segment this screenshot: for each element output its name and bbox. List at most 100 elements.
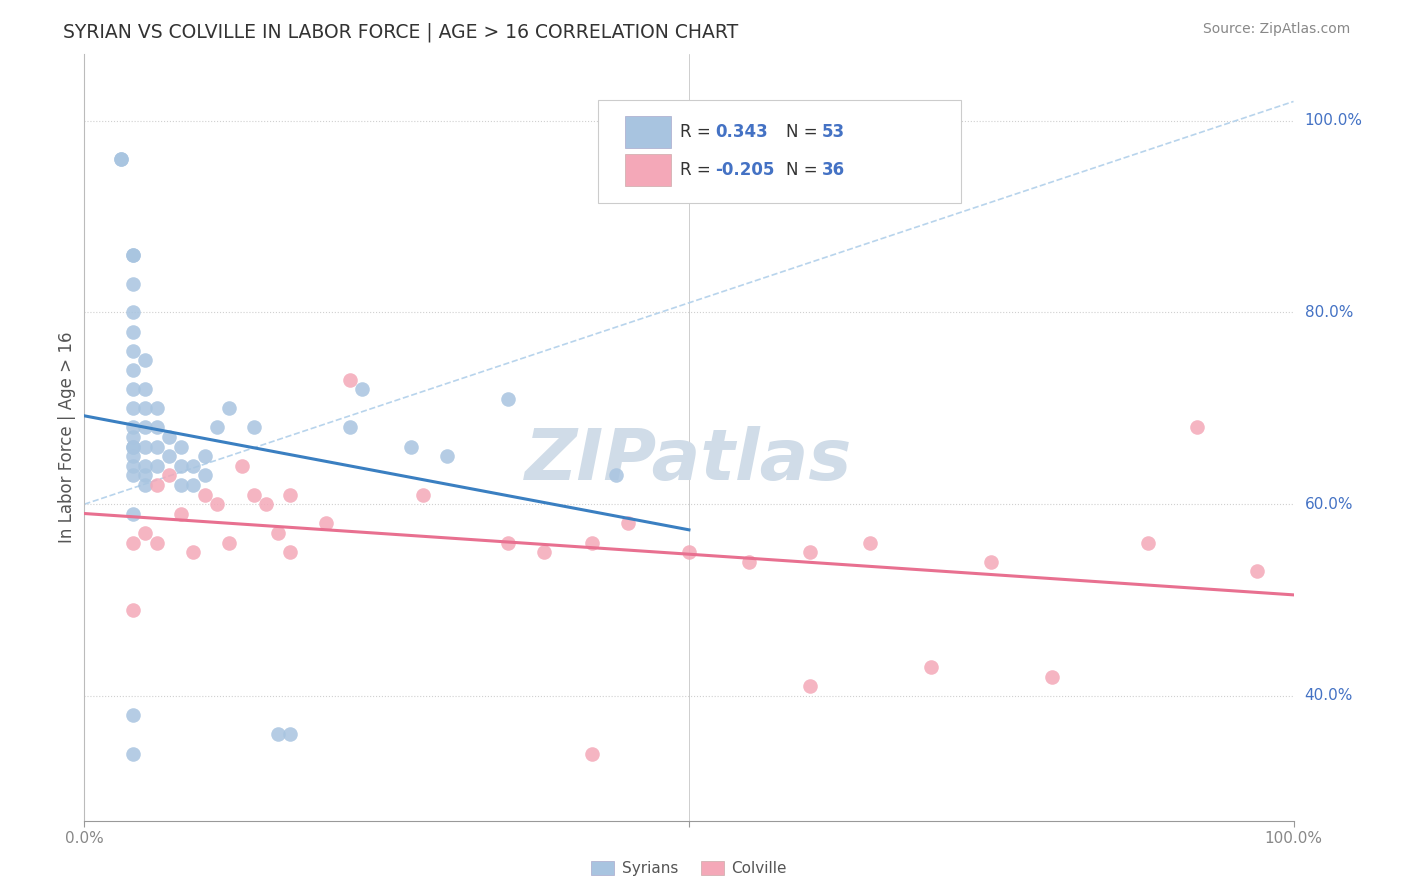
Y-axis label: In Labor Force | Age > 16: In Labor Force | Age > 16	[58, 331, 76, 543]
Point	[121, 450, 143, 464]
Point	[170, 478, 193, 492]
Point	[146, 478, 169, 492]
Point	[121, 363, 143, 377]
Point	[146, 440, 169, 454]
Point	[278, 488, 301, 502]
Point	[121, 420, 143, 434]
Point	[799, 545, 821, 559]
Point	[157, 430, 180, 444]
Point	[399, 440, 422, 454]
Point	[605, 468, 627, 483]
Point	[121, 343, 143, 358]
Point	[920, 660, 942, 674]
Text: 80.0%: 80.0%	[1305, 305, 1353, 320]
Point	[581, 535, 603, 549]
Point	[231, 458, 253, 473]
Point	[859, 535, 882, 549]
Point	[134, 478, 156, 492]
Point	[110, 152, 132, 166]
Point	[121, 507, 143, 521]
Point	[194, 488, 217, 502]
Point	[121, 603, 143, 617]
Point	[207, 497, 229, 511]
Point	[146, 535, 169, 549]
Point	[1246, 565, 1268, 579]
Point	[121, 468, 143, 483]
Point	[134, 526, 156, 541]
Point	[218, 535, 240, 549]
FancyBboxPatch shape	[599, 100, 962, 203]
Point	[496, 535, 519, 549]
Text: N =: N =	[786, 123, 823, 141]
Point	[134, 458, 156, 473]
Point	[146, 458, 169, 473]
Point	[157, 450, 180, 464]
Point	[121, 440, 143, 454]
Text: 100.0%: 100.0%	[1305, 113, 1362, 128]
Text: 0.343: 0.343	[716, 123, 768, 141]
Point	[242, 488, 264, 502]
Text: N =: N =	[786, 161, 823, 179]
Text: R =: R =	[681, 161, 717, 179]
Point	[134, 401, 156, 416]
Text: 36: 36	[823, 161, 845, 179]
Point	[170, 458, 193, 473]
Point	[194, 468, 217, 483]
Point	[1137, 535, 1160, 549]
Point	[121, 248, 143, 262]
Point	[134, 468, 156, 483]
Point	[267, 727, 290, 741]
Point	[121, 305, 143, 319]
Text: 60.0%: 60.0%	[1305, 497, 1353, 512]
Point	[134, 440, 156, 454]
Point	[170, 507, 193, 521]
Point	[496, 392, 519, 406]
Point	[738, 555, 761, 569]
Point	[181, 478, 204, 492]
Point	[157, 468, 180, 483]
Text: 53: 53	[823, 123, 845, 141]
Text: ZIPatlas: ZIPatlas	[526, 425, 852, 494]
Point	[980, 555, 1002, 569]
Point	[181, 458, 204, 473]
Point	[121, 277, 143, 291]
Text: SYRIAN VS COLVILLE IN LABOR FORCE | AGE > 16 CORRELATION CHART: SYRIAN VS COLVILLE IN LABOR FORCE | AGE …	[63, 22, 738, 42]
Point	[121, 440, 143, 454]
Point	[121, 747, 143, 761]
Point	[121, 401, 143, 416]
Point	[146, 420, 169, 434]
Point	[110, 152, 132, 166]
Point	[146, 401, 169, 416]
Point	[254, 497, 277, 511]
Point	[267, 526, 290, 541]
Point	[134, 382, 156, 396]
Point	[121, 248, 143, 262]
Bar	[624, 154, 671, 186]
Point	[181, 545, 204, 559]
Point	[436, 450, 458, 464]
Point	[1040, 670, 1063, 684]
Point	[121, 535, 143, 549]
Point	[218, 401, 240, 416]
Point	[678, 545, 700, 559]
Point	[339, 373, 361, 387]
Point	[242, 420, 264, 434]
Point	[352, 382, 374, 396]
Point	[194, 450, 217, 464]
Point	[207, 420, 229, 434]
Point	[278, 727, 301, 741]
Point	[134, 353, 156, 368]
Point	[134, 420, 156, 434]
Text: R =: R =	[681, 123, 717, 141]
Point	[121, 708, 143, 723]
Point	[121, 458, 143, 473]
Point	[278, 545, 301, 559]
Point	[121, 382, 143, 396]
Point	[581, 747, 603, 761]
Point	[121, 325, 143, 339]
Point	[170, 440, 193, 454]
Point	[412, 488, 434, 502]
Text: 40.0%: 40.0%	[1305, 689, 1353, 704]
Bar	[624, 116, 671, 148]
Point	[121, 430, 143, 444]
